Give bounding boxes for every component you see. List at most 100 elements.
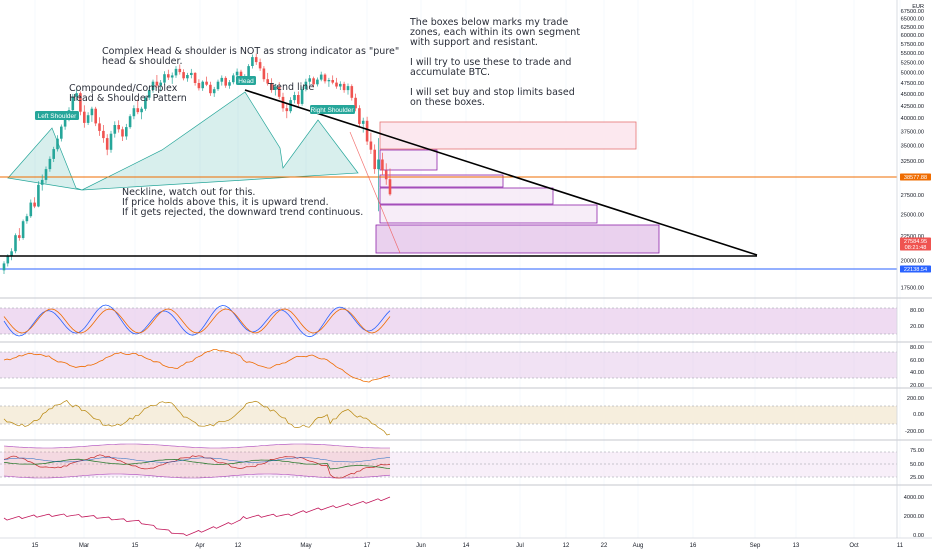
candle-body[interactable]	[117, 125, 120, 130]
candle-body[interactable]	[312, 78, 315, 85]
candle-body[interactable]	[350, 86, 354, 98]
candle-body[interactable]	[132, 108, 136, 117]
candle-body[interactable]	[18, 235, 21, 238]
candle-body[interactable]	[285, 108, 289, 112]
candle-body[interactable]	[155, 81, 159, 86]
candle-body[interactable]	[178, 68, 182, 73]
candle-body[interactable]	[220, 77, 224, 82]
candle-body[interactable]	[258, 62, 262, 69]
candle-body[interactable]	[37, 184, 40, 207]
candle-body[interactable]	[159, 82, 162, 86]
candle-body[interactable]	[90, 108, 94, 116]
candle-body[interactable]	[262, 68, 266, 80]
candle-body[interactable]	[44, 169, 48, 180]
trend-line-label[interactable]: Trend line	[267, 82, 314, 93]
candle-body[interactable]	[193, 72, 197, 83]
candle-body[interactable]	[151, 81, 155, 90]
right-shoulder-badge[interactable]: Right Shoulder	[310, 105, 355, 114]
candle-body[interactable]	[102, 130, 105, 139]
candle-body[interactable]	[228, 82, 231, 86]
bb-rsi-pane[interactable]: 75.00 50.00 25.00	[0, 443, 924, 481]
pattern-title[interactable]: Compounded/Complex Head & Shoulder Patter…	[69, 83, 187, 104]
candle-body[interactable]	[346, 86, 350, 91]
candle-body[interactable]	[113, 125, 117, 134]
candle-body[interactable]	[381, 159, 384, 171]
candle-body[interactable]	[140, 108, 143, 113]
trade-zone-3[interactable]	[379, 174, 504, 188]
candle-body[interactable]	[254, 57, 258, 63]
candle-body[interactable]	[308, 78, 311, 82]
projection-line[interactable]	[349, 131, 401, 254]
cci-pane[interactable]: 200.00 0.00 -200.00	[0, 396, 924, 436]
candle-body[interactable]	[251, 57, 254, 66]
candle-body[interactable]	[174, 68, 178, 76]
candle-body[interactable]	[186, 75, 189, 79]
candle-body[interactable]	[289, 100, 292, 112]
cumulative-pane[interactable]: 4000.00 2000.00 0.00	[3, 495, 924, 539]
candle-body[interactable]	[21, 221, 25, 238]
candle-body[interactable]	[197, 83, 201, 89]
candle-body[interactable]	[105, 138, 109, 150]
candle-body[interactable]	[48, 158, 52, 170]
candle-body[interactable]	[63, 117, 67, 127]
candle-body[interactable]	[270, 83, 273, 91]
candle-body[interactable]	[33, 202, 36, 207]
candle-body[interactable]	[167, 74, 170, 78]
candle-body[interactable]	[384, 170, 388, 180]
trade-zone-top[interactable]	[379, 121, 637, 150]
trade-zone-4[interactable]	[379, 187, 554, 205]
pattern-shape-left[interactable]	[7, 91, 359, 191]
candle-body[interactable]	[331, 80, 334, 83]
candle-body[interactable]	[377, 159, 380, 170]
candle-body[interactable]	[147, 90, 151, 98]
candle-body[interactable]	[358, 108, 361, 124]
candle-body[interactable]	[388, 179, 392, 195]
candle-body[interactable]	[293, 95, 296, 101]
candle-body[interactable]	[83, 111, 86, 123]
candle-body[interactable]	[79, 93, 82, 112]
candle-body[interactable]	[327, 80, 331, 82]
candle-body[interactable]	[109, 133, 113, 150]
candle-body[interactable]	[354, 97, 357, 109]
candle-body[interactable]	[205, 81, 208, 85]
candle-body[interactable]	[136, 108, 140, 113]
time-axis[interactable]: 15 Mar 15 Apr 12 May 17 Jun 14 Jul 12 22 Aug 16 Sep 13 O…	[0, 537, 932, 549]
candle-body[interactable]	[190, 72, 193, 75]
candle-body[interactable]	[75, 93, 78, 97]
candle-body[interactable]	[52, 149, 55, 159]
candle-body[interactable]	[10, 251, 13, 257]
candle-body[interactable]	[361, 120, 365, 124]
candle-body[interactable]	[209, 84, 212, 94]
candle-body[interactable]	[319, 74, 323, 80]
candle-body[interactable]	[304, 81, 308, 90]
candlestick-series[interactable]	[2, 53, 392, 274]
candle-body[interactable]	[128, 116, 132, 128]
candle-body[interactable]	[144, 97, 147, 109]
head-shoulder-pattern[interactable]	[7, 91, 359, 191]
candle-body[interactable]	[25, 216, 29, 222]
trade-zones-note[interactable]: The boxes below marks my trade zones, eac…	[409, 17, 580, 108]
candle-body[interactable]	[335, 82, 338, 87]
candle-body[interactable]	[60, 126, 63, 139]
candle-body[interactable]	[316, 79, 319, 85]
complex-note[interactable]: Complex Head & shoulder is NOT as strong…	[102, 46, 399, 67]
candle-body[interactable]	[29, 202, 33, 217]
candle-body[interactable]	[342, 83, 346, 91]
candle-body[interactable]	[373, 149, 376, 170]
candle-body[interactable]	[163, 74, 166, 83]
candle-body[interactable]	[277, 86, 281, 97]
candle-body[interactable]	[297, 95, 300, 104]
candle-body[interactable]	[98, 123, 101, 131]
candle-body[interactable]	[224, 77, 227, 86]
trend-line[interactable]	[244, 89, 758, 256]
trade-zone-5[interactable]	[379, 204, 598, 224]
candle-body[interactable]	[216, 81, 220, 90]
candle-body[interactable]	[247, 66, 250, 77]
candle-body[interactable]	[86, 115, 90, 123]
candle-body[interactable]	[121, 129, 124, 137]
candle-body[interactable]	[40, 179, 44, 185]
candle-body[interactable]	[14, 235, 17, 252]
candle-body[interactable]	[365, 120, 369, 142]
rsi-pane[interactable]: 80.00 60.00 40.00 20.00	[0, 345, 924, 389]
